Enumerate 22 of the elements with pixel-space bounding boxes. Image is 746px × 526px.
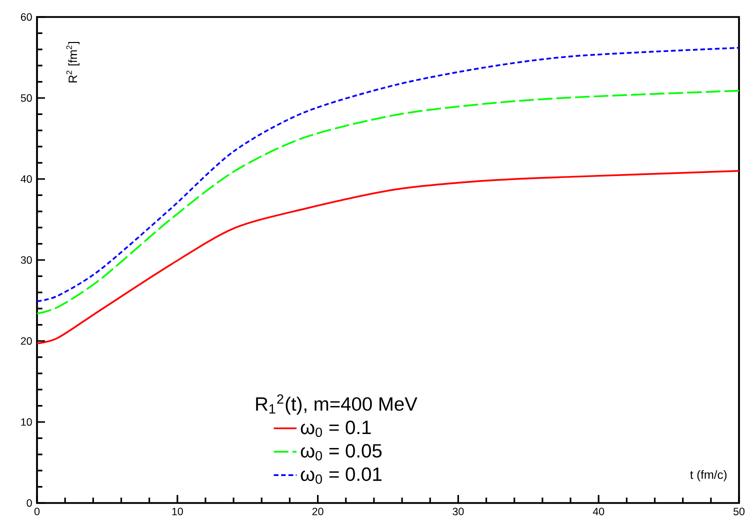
x-axis-title: t (fm/c) — [690, 470, 727, 482]
x-tick-label: 30 — [452, 508, 464, 516]
y-tick-label: 50 — [20, 94, 32, 102]
y-tick-label: 10 — [21, 418, 32, 426]
y-tick-label: 60 — [20, 13, 32, 21]
line-series — [37, 46, 739, 302]
x-tick-label: 0 — [34, 508, 40, 516]
x-tick-label: 20 — [312, 508, 324, 516]
x-tick-label: 10 — [172, 508, 183, 516]
x-tick-label: 50 — [733, 508, 745, 516]
line-series — [37, 170, 739, 344]
legend-label: ω$_{0}$ = 0.01 — [300, 467, 382, 484]
legend-title: R$_{1}$$^{2}$(t), m=400 MeV — [256, 394, 418, 415]
legend-label: ω$_{0}$ = 0.1 — [300, 420, 371, 438]
y-tick-label: 30 — [20, 256, 32, 264]
y-tick-label: 0 — [26, 499, 32, 507]
y-axis-title: R$^{2}$ [fm$^{2}$] — [66, 42, 80, 82]
y-tick-label: 40 — [20, 175, 32, 183]
x-tick-label: 40 — [592, 508, 604, 516]
line-series — [37, 90, 739, 314]
y-tick-label: 20 — [20, 337, 32, 345]
legend-label: ω$_{0}$ = 0.05 — [300, 444, 382, 460]
